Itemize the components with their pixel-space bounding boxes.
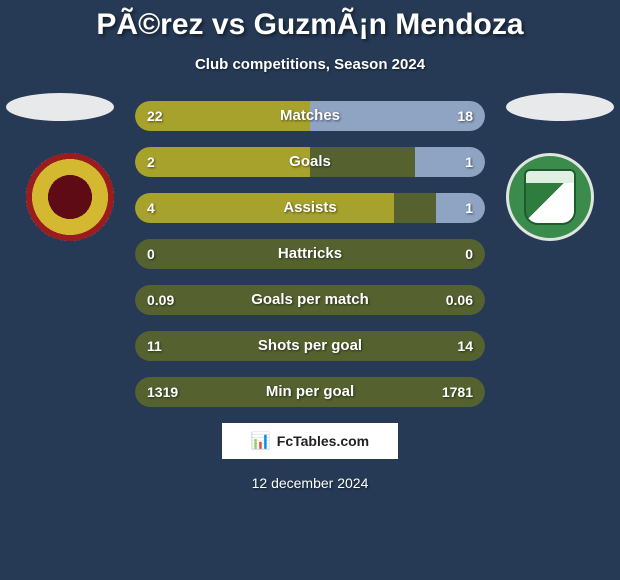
stat-value-left: 1319 (147, 377, 178, 407)
stat-bars: Matches2218Goals21Assists41Hattricks00Go… (135, 101, 485, 407)
brand-icon: 📊 (251, 431, 271, 451)
comparison-title: PÃ©rez vs GuzmÃ¡n Mendoza (0, 0, 620, 42)
stat-track (135, 239, 485, 269)
stat-row: Min per goal13191781 (135, 377, 485, 407)
player-ellipse-right (506, 93, 614, 121)
brand-badge: 📊 FcTables.com (222, 423, 398, 459)
stat-track (135, 377, 485, 407)
stat-row: Goals21 (135, 147, 485, 177)
stat-value-left: 2 (147, 147, 155, 177)
comparison-date: 12 december 2024 (0, 475, 620, 491)
stat-fill-left (135, 193, 394, 223)
brand-label: FcTables.com (277, 433, 369, 449)
stat-fill-left (135, 147, 310, 177)
stat-value-right: 14 (457, 331, 473, 361)
stat-value-left: 0 (147, 239, 155, 269)
stat-value-right: 0.06 (446, 285, 473, 315)
stat-value-right: 0 (465, 239, 473, 269)
stat-value-left: 22 (147, 101, 163, 131)
stat-row: Assists41 (135, 193, 485, 223)
stat-row: Matches2218 (135, 101, 485, 131)
stat-value-right: 1 (465, 193, 473, 223)
stat-row: Shots per goal1114 (135, 331, 485, 361)
stat-value-right: 1 (465, 147, 473, 177)
stat-fill-right (436, 193, 485, 223)
comparison-layout: Matches2218Goals21Assists41Hattricks00Go… (0, 101, 620, 407)
stat-value-left: 11 (147, 331, 162, 361)
comparison-subtitle: Club competitions, Season 2024 (0, 56, 620, 73)
stat-fill-right (415, 147, 485, 177)
stat-value-left: 0.09 (147, 285, 174, 315)
player-ellipse-left (6, 93, 114, 121)
stat-value-right: 18 (457, 101, 473, 131)
stat-row: Goals per match0.090.06 (135, 285, 485, 315)
stat-track (135, 285, 485, 315)
stat-row: Hattricks00 (135, 239, 485, 269)
stat-value-right: 1781 (442, 377, 473, 407)
stat-value-left: 4 (147, 193, 155, 223)
club-shield-icon (524, 169, 576, 225)
club-logo-left (26, 153, 114, 241)
stat-track (135, 331, 485, 361)
club-logo-right (506, 153, 594, 241)
